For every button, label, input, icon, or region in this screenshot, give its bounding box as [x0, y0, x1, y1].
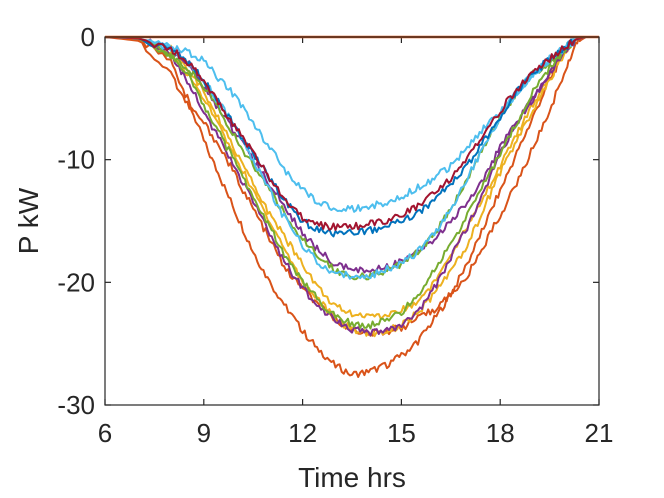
- series-line-7: [104, 36, 599, 330]
- series-line-1: [104, 36, 599, 378]
- series-line-8: [104, 36, 599, 281]
- y-tick-label: 0: [81, 22, 95, 52]
- series-line-6: [104, 36, 599, 274]
- x-tick-label: 15: [387, 418, 416, 448]
- x-axis-label: Time hrs: [298, 462, 406, 493]
- x-tick-label: 18: [486, 418, 515, 448]
- x-tick-label: 9: [197, 418, 211, 448]
- x-axis-ticks: 6 9 12 15 18 21: [98, 37, 614, 448]
- y-tick-label: -30: [57, 390, 95, 420]
- y-axis-label: P kW: [13, 187, 44, 254]
- series-line-12: [104, 36, 599, 231]
- series-line-3: [104, 36, 599, 338]
- x-tick-label: 21: [585, 418, 614, 448]
- x-tick-label: 6: [98, 418, 112, 448]
- y-tick-label: -10: [57, 145, 95, 175]
- y-tick-label: -20: [57, 267, 95, 297]
- series-line-4: [104, 36, 599, 320]
- y-axis-ticks: 0 -10 -20 -30: [57, 22, 599, 420]
- series-line-10: [104, 36, 599, 280]
- series-layer: [104, 35, 599, 378]
- plot-area-box: [104, 36, 600, 406]
- x-tick-label: 12: [288, 418, 317, 448]
